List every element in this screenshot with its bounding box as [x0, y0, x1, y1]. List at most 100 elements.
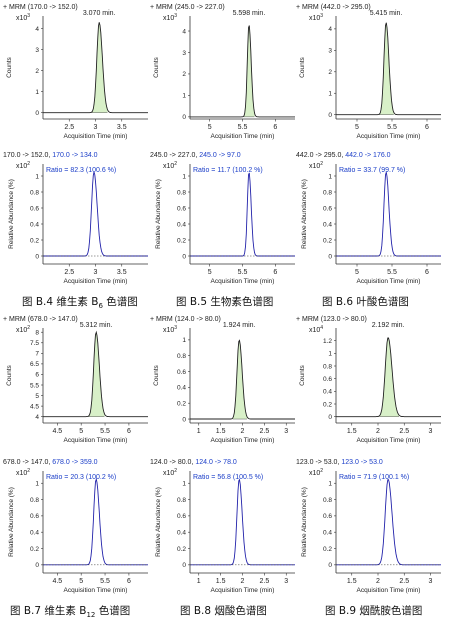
x-tick-label: 3.5	[117, 124, 127, 131]
y-tick-label: 0	[182, 416, 186, 423]
y-tick-label: 6.5	[30, 361, 39, 368]
chromatogram-trace	[336, 172, 441, 257]
peak-label: 5.312 min.	[80, 322, 113, 329]
y-exponent-label: x102	[16, 161, 30, 170]
chromatogram-trace	[336, 479, 441, 566]
chart-panel-3: + MRM (442.0 -> 295.0) x103 0 1 2 3 4 5 5.5 6 Acqu…	[296, 4, 441, 140]
x-tick-label: 5	[355, 269, 359, 276]
y-tick-label: 0	[328, 562, 332, 569]
chromatogram-trace	[336, 22, 441, 116]
x-tick-label: 3	[429, 428, 433, 435]
x-tick-label: 2.5	[399, 428, 409, 435]
chart-panel-12: 123.0 -> 53.0, 123.0 -> 53.0 x102 0 0.2 0.4 0…	[296, 459, 441, 594]
y-axis-title: Relative Abundance (%)	[301, 487, 308, 557]
x-tick-label: 5.5	[238, 269, 248, 276]
y-exponent-label: x103	[16, 13, 30, 22]
y-tick-label: 4	[182, 28, 186, 35]
y-tick-label: 0.2	[323, 546, 332, 553]
x-tick-label: 1.5	[347, 428, 357, 435]
y-axis-title: Counts	[6, 364, 13, 385]
y-tick-label: 0.4	[323, 389, 332, 396]
x-tick-label: 2.5	[260, 428, 270, 435]
y-tick-label: 0.2	[177, 546, 186, 553]
chart-panel-9: + MRM (123.0 -> 80.0) x104 0 0.2 0.4 0.6 0.8 1 1…	[296, 316, 441, 444]
x-tick-label: 1	[197, 428, 201, 435]
chart-header: 170.0 -> 152.0, 170.0 -> 134.0	[3, 152, 98, 159]
chart-header: + MRM (442.0 -> 295.0)	[296, 4, 371, 11]
y-tick-label: 1	[328, 173, 332, 180]
x-tick-label: 3	[284, 428, 288, 435]
chart-panel-1: + MRM (170.0 -> 152.0) x103 0 1 2 3 4 2.5 3 3.5 Ac…	[3, 4, 148, 140]
y-axis-title: Relative Abundance (%)	[155, 487, 162, 557]
x-tick-label: 6	[425, 124, 429, 131]
y-tick-label: 4	[35, 26, 39, 33]
x-tick-label: 2.5	[64, 269, 74, 276]
y-tick-label: 3	[182, 50, 186, 57]
x-tick-label: 3	[284, 578, 288, 585]
chart-header: 123.0 -> 53.0, 123.0 -> 53.0	[296, 459, 383, 466]
x-tick-label: 3	[429, 578, 433, 585]
y-tick-label: 7.5	[30, 340, 39, 347]
x-tick-label: 5.5	[387, 269, 397, 276]
x-tick-label: 5	[79, 428, 83, 435]
y-tick-label: 2	[182, 71, 186, 78]
y-tick-label: 0.8	[30, 189, 39, 196]
chart-header: + MRM (245.0 -> 227.0)	[150, 4, 225, 11]
x-tick-label: 5	[355, 124, 359, 131]
x-tick-label: 2.5	[64, 124, 74, 131]
x-tick-label: 6	[127, 428, 131, 435]
peak-area	[88, 332, 105, 417]
x-axis-title: Acquisition Time (min)	[357, 587, 421, 594]
y-tick-label: 0.4	[177, 385, 186, 392]
x-tick-label: 1	[197, 578, 201, 585]
x-axis-title: Acquisition Time (min)	[64, 278, 128, 285]
y-exponent-label: x102	[16, 468, 30, 477]
chromatogram-trace	[43, 171, 148, 257]
x-tick-label: 5.5	[387, 124, 397, 131]
y-tick-label: 0.6	[323, 205, 332, 212]
x-tick-label: 6	[273, 124, 277, 131]
x-tick-label: 2	[241, 578, 245, 585]
y-tick-label: 0.2	[323, 401, 332, 408]
y-tick-label: 1	[328, 481, 332, 488]
y-axis-title: Counts	[6, 56, 13, 77]
y-tick-label: 4	[35, 414, 39, 421]
y-axis-title: Relative Abundance (%)	[8, 487, 15, 557]
chromatogram-trace	[190, 25, 295, 118]
y-tick-label: 7	[35, 351, 39, 358]
chart-panel-4: 170.0 -> 152.0, 170.0 -> 134.0 x102 0 0.2 0.…	[3, 152, 148, 285]
y-exponent-label: x102	[309, 161, 323, 170]
chart-header: + MRM (678.0 -> 147.0)	[3, 316, 78, 323]
chart-header: 678.0 -> 147.0, 678.0 -> 359.0	[3, 459, 98, 466]
y-axis-title: Relative Abundance (%)	[155, 179, 162, 249]
chromatogram-trace	[190, 339, 295, 420]
y-tick-label: 0.8	[30, 497, 39, 504]
chromatogram-trace	[190, 478, 295, 566]
y-tick-label: 2	[35, 68, 39, 75]
x-tick-label: 2	[241, 428, 245, 435]
y-tick-label: 0.6	[177, 205, 186, 212]
x-tick-label: 5.5	[100, 428, 110, 435]
y-tick-label: 0	[182, 114, 186, 121]
y-tick-label: 0.2	[30, 237, 39, 244]
chart-header: + MRM (123.0 -> 80.0)	[296, 316, 367, 323]
y-tick-label: 0.8	[177, 497, 186, 504]
chart-panel-10: 678.0 -> 147.0, 678.0 -> 359.0 x102 0 0.2 0.…	[3, 459, 148, 594]
chromatogram-trace	[336, 337, 441, 418]
y-tick-label: 0.4	[30, 221, 39, 228]
peak-area	[379, 338, 399, 417]
y-tick-label: 0	[328, 414, 332, 421]
x-tick-label: 5	[208, 124, 212, 131]
x-tick-label: 4.5	[52, 428, 62, 435]
y-tick-label: 2	[328, 69, 332, 76]
x-axis-title: Acquisition Time (min)	[64, 437, 128, 444]
chart-panel-6: 442.0 -> 295.0, 442.0 -> 176.0 x102 0 0.2 0.…	[296, 152, 441, 285]
chromatogram-trace	[43, 330, 148, 418]
y-tick-label: 8	[35, 330, 39, 337]
x-tick-label: 5	[79, 578, 83, 585]
y-tick-label: 0.2	[30, 546, 39, 553]
x-tick-label: 1.5	[347, 578, 357, 585]
x-tick-label: 6	[127, 578, 131, 585]
x-tick-label: 3	[94, 124, 98, 131]
